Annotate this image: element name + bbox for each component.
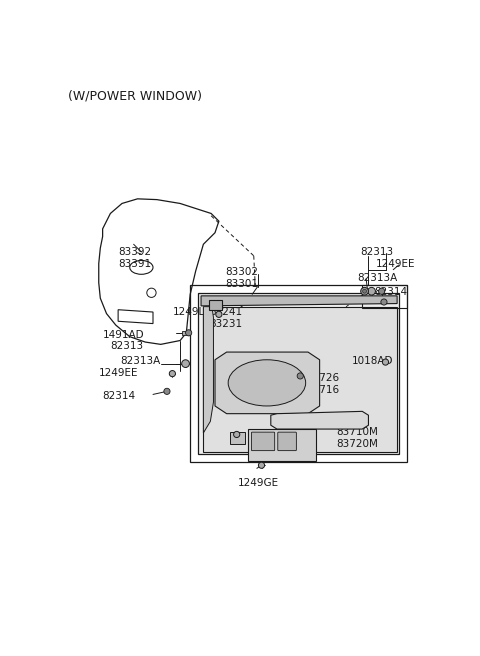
- Circle shape: [368, 287, 375, 295]
- Ellipse shape: [228, 359, 306, 406]
- Circle shape: [360, 287, 369, 295]
- Text: 83710M
83720M: 83710M 83720M: [336, 427, 378, 449]
- Text: 82313A: 82313A: [358, 273, 398, 283]
- Circle shape: [164, 388, 170, 394]
- Bar: [248, 429, 316, 461]
- Bar: [198, 293, 399, 455]
- FancyBboxPatch shape: [278, 432, 296, 451]
- Circle shape: [383, 359, 389, 365]
- Text: 1249EE: 1249EE: [376, 259, 416, 269]
- Text: 83392
83391: 83392 83391: [118, 247, 151, 269]
- Polygon shape: [204, 306, 397, 452]
- Circle shape: [379, 288, 385, 295]
- Circle shape: [216, 311, 222, 318]
- Circle shape: [234, 432, 240, 438]
- Circle shape: [297, 373, 303, 379]
- Text: 83241
83231: 83241 83231: [209, 306, 242, 329]
- Polygon shape: [204, 306, 214, 433]
- Polygon shape: [271, 411, 369, 429]
- Text: 83302
83301: 83302 83301: [225, 266, 258, 289]
- FancyBboxPatch shape: [209, 300, 222, 310]
- Bar: [182, 331, 190, 335]
- Circle shape: [381, 299, 387, 305]
- Text: 1018AD: 1018AD: [351, 356, 393, 366]
- Polygon shape: [215, 352, 320, 414]
- Circle shape: [181, 359, 190, 367]
- Text: 82726
82716: 82726 82716: [306, 373, 339, 396]
- Circle shape: [258, 462, 264, 468]
- Circle shape: [362, 289, 367, 293]
- Text: 1249LD: 1249LD: [172, 306, 213, 317]
- FancyBboxPatch shape: [230, 432, 245, 445]
- Text: 82313A: 82313A: [120, 356, 161, 366]
- Text: 1249EE: 1249EE: [99, 368, 138, 379]
- Text: H93580: H93580: [257, 434, 298, 445]
- Circle shape: [186, 330, 192, 336]
- Text: 1491AD: 1491AD: [103, 330, 144, 340]
- Text: 1249GE: 1249GE: [238, 478, 279, 487]
- Circle shape: [169, 371, 176, 377]
- Bar: [190, 285, 407, 462]
- Text: (W/POWER WINDOW): (W/POWER WINDOW): [68, 89, 202, 102]
- Polygon shape: [201, 296, 397, 306]
- Text: 82314: 82314: [103, 392, 136, 401]
- Text: 82314: 82314: [375, 287, 408, 297]
- Text: 82313: 82313: [110, 340, 144, 350]
- FancyBboxPatch shape: [252, 432, 275, 451]
- Text: 82313: 82313: [360, 247, 394, 256]
